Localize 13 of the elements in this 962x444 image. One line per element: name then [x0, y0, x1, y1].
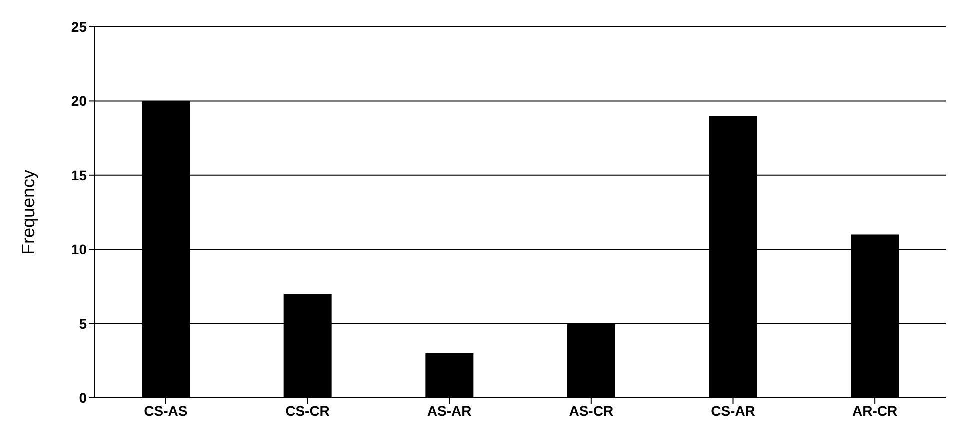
x-tick-label: CS-AR [711, 402, 756, 419]
x-tick-label: AR-CR [852, 402, 898, 419]
y-tick-label: 5 [79, 316, 88, 332]
y-tick-label: 10 [71, 242, 88, 258]
y-tick-label: 0 [79, 390, 88, 406]
y-tick-label: 20 [71, 93, 88, 110]
x-tick-label: CS-AS [144, 402, 188, 419]
y-tick-label: 25 [71, 18, 88, 35]
x-tick-label: AS-CR [569, 402, 614, 419]
y-tick-label: 15 [71, 167, 88, 184]
y-axis-title: Frequency [18, 170, 38, 256]
x-tick-label: CS-CR [286, 402, 330, 419]
x-tick-label: AS-AR [427, 402, 472, 419]
